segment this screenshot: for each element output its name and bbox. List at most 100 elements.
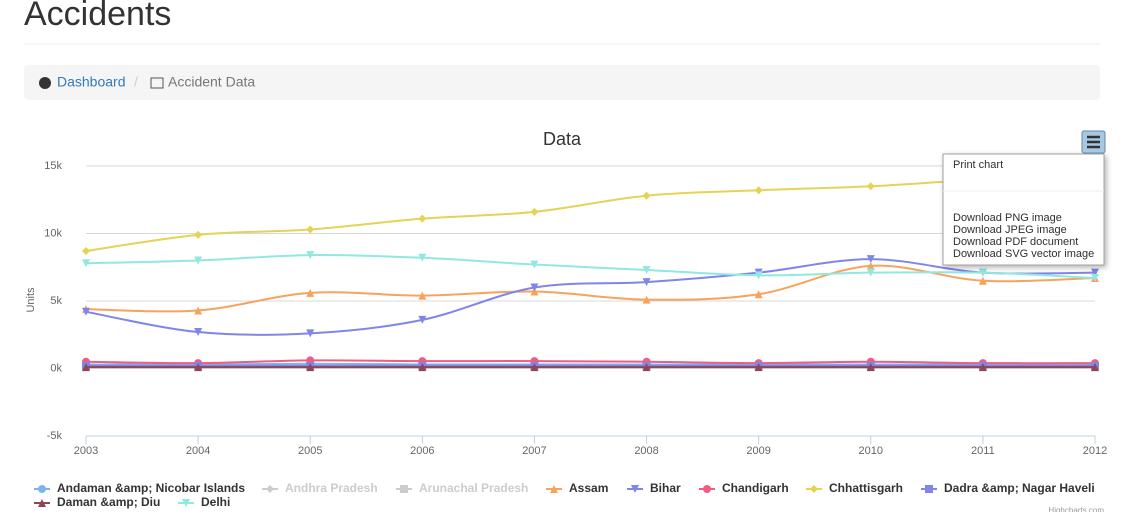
point (418, 253, 427, 262)
legend-item[interactable]: Chhattisgarh (829, 481, 903, 495)
chart-title: Data (543, 129, 582, 149)
legend-symbol[interactable] (703, 485, 711, 493)
point (1091, 274, 1099, 283)
point (194, 230, 203, 239)
y-tick-label: 0k (50, 362, 62, 374)
point (418, 291, 427, 300)
y-tick-label: -5k (47, 430, 63, 442)
point (194, 256, 203, 265)
menu-item[interactable]: Download PDF document (953, 236, 1078, 248)
credits[interactable]: Highcharts.com (1048, 506, 1104, 515)
point (978, 363, 987, 372)
plot: -5k 0k 5k 10k 15k 2003 2004 2005 2006 2007 2008 200… (44, 160, 1107, 457)
x-tick-label: 2007 (522, 445, 546, 457)
point (1091, 268, 1099, 277)
point (418, 315, 427, 324)
menu-item[interactable]: Print chart (953, 159, 1003, 171)
menu-item[interactable]: Download JPEG image (953, 224, 1067, 236)
legend-symbol[interactable] (925, 485, 933, 493)
y-tick-label: 5k (50, 295, 62, 307)
legend-item[interactable]: Delhi (201, 495, 230, 509)
menu-item[interactable]: Download PNG image (953, 212, 1062, 224)
point (642, 191, 651, 200)
point (642, 265, 651, 274)
point (82, 247, 90, 256)
y-axis-label: Units (25, 287, 37, 313)
point (642, 295, 651, 304)
point (978, 268, 987, 277)
point (754, 271, 763, 280)
point (530, 287, 539, 296)
point (642, 363, 651, 372)
series-line (85, 254, 1096, 280)
point (866, 182, 875, 191)
point (82, 307, 90, 316)
point (194, 328, 203, 337)
legend-symbol[interactable] (631, 485, 639, 493)
table-icon (150, 77, 164, 89)
legend-item[interactable]: Dadra &amp; Nagar Haveli (944, 481, 1095, 495)
point (418, 214, 427, 223)
point (754, 186, 763, 195)
breadcrumb-sep: / (134, 74, 138, 90)
y-tick-label: 10k (44, 227, 62, 239)
point (754, 290, 763, 299)
series-line (85, 362, 1095, 366)
x-tick-label: 2003 (74, 445, 98, 457)
menu-icon (1087, 135, 1100, 149)
legend-symbol[interactable] (38, 499, 46, 507)
point (194, 306, 203, 315)
x-tick-label: 2011 (971, 445, 995, 457)
breadcrumb (24, 65, 1100, 100)
legend-item[interactable]: Andaman &amp; Nicobar Islands (57, 481, 245, 495)
point (306, 288, 315, 297)
point (82, 363, 90, 372)
legend-item[interactable]: Andhra Pradesh (285, 481, 378, 495)
point (642, 278, 651, 287)
legend-symbol[interactable] (550, 485, 558, 493)
x-tick-label: 2006 (410, 445, 434, 457)
legend-symbol[interactable] (266, 485, 274, 493)
point (530, 283, 539, 292)
legend: Andaman &amp; Nicobar Islands Andhra Prad… (34, 481, 1095, 509)
point (306, 329, 315, 338)
point (530, 363, 539, 372)
x-tick-label: 2010 (859, 445, 883, 457)
legend-symbol[interactable] (38, 485, 46, 493)
breadcrumb-link[interactable]: Dashboard (57, 74, 126, 90)
point (530, 207, 539, 216)
point (866, 255, 875, 264)
point (866, 261, 875, 270)
legend-item[interactable]: Arunachal Pradesh (419, 481, 528, 495)
series-line (85, 258, 1096, 336)
x-tick-label: 2004 (186, 445, 210, 457)
legend-item[interactable]: Bihar (650, 481, 681, 495)
point (530, 260, 539, 269)
point (194, 363, 203, 372)
breadcrumb-current: Accident Data (168, 74, 255, 90)
x-tick-label: 2012 (1083, 445, 1107, 457)
legend-symbol[interactable] (400, 485, 408, 493)
series-line (85, 359, 1096, 365)
point (418, 363, 427, 372)
y-tick-label: 15k (44, 160, 62, 172)
menu-box (942, 153, 1105, 266)
legend-symbol[interactable] (810, 485, 818, 493)
x-tick-label: 2009 (746, 445, 770, 457)
legend-item[interactable]: Daman &amp; Diu (57, 495, 160, 509)
point (866, 363, 875, 372)
series-line (85, 174, 1096, 253)
page-title: Accidents (24, 0, 171, 33)
point (306, 225, 315, 234)
point (82, 259, 90, 268)
legend-item[interactable]: Chandigarh (722, 481, 789, 495)
point (754, 363, 763, 372)
legend-item[interactable]: Assam (569, 481, 608, 495)
point (1091, 363, 1099, 372)
legend-symbol[interactable] (182, 499, 190, 507)
menu-item[interactable]: Download SVG vector image (953, 248, 1094, 260)
point (978, 276, 987, 285)
